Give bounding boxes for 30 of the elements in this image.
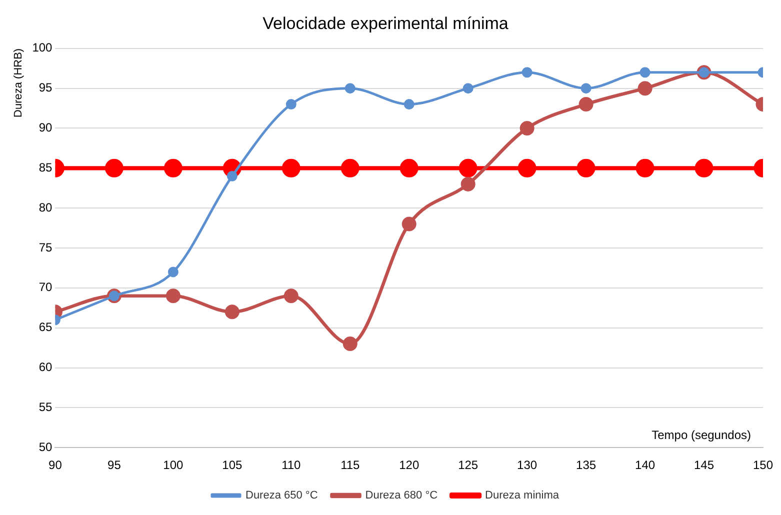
x-tick-label: 150 (752, 458, 774, 472)
x-tick-label: 120 (399, 458, 420, 472)
x-tick-label: 95 (108, 458, 122, 472)
x-tick-label: 90 (48, 458, 62, 472)
y-tick-label: 50 (38, 440, 53, 454)
x-tick-label: 105 (222, 458, 242, 472)
x-tick-label: 115 (340, 458, 360, 472)
legend-label: Dureza 680 °C (365, 490, 438, 502)
y-tick-label: 55 (38, 400, 53, 414)
y-tick-label: 60 (38, 360, 53, 374)
legend-label: Dureza 650 °C (246, 490, 318, 502)
y-tick-label: 80 (38, 200, 53, 214)
x-tick-label: 135 (576, 458, 596, 472)
x-tick-label: 140 (635, 458, 656, 472)
x-tick-label: 125 (458, 458, 478, 472)
y-tick-label: 70 (38, 280, 53, 294)
legend-label: Dureza minima (485, 490, 560, 502)
x-tick-label: 100 (163, 458, 184, 472)
x-tick-label: 130 (517, 458, 538, 472)
y-axis-title: Dureza (HRB) (12, 48, 25, 118)
x-axis-title: Tempo (segundos) (652, 428, 751, 442)
y-tick-label: 85 (38, 160, 53, 174)
chart-title: Velocidade experimental mínima (262, 14, 509, 33)
y-tick-label: 90 (38, 120, 53, 135)
y-tick-label: 95 (38, 80, 53, 95)
y-tick-label: 75 (38, 240, 53, 254)
x-tick-label: 110 (282, 458, 302, 472)
y-tick-label: 100 (32, 40, 53, 55)
y-tick-label: 65 (38, 320, 53, 334)
x-tick-label: 145 (694, 458, 714, 472)
